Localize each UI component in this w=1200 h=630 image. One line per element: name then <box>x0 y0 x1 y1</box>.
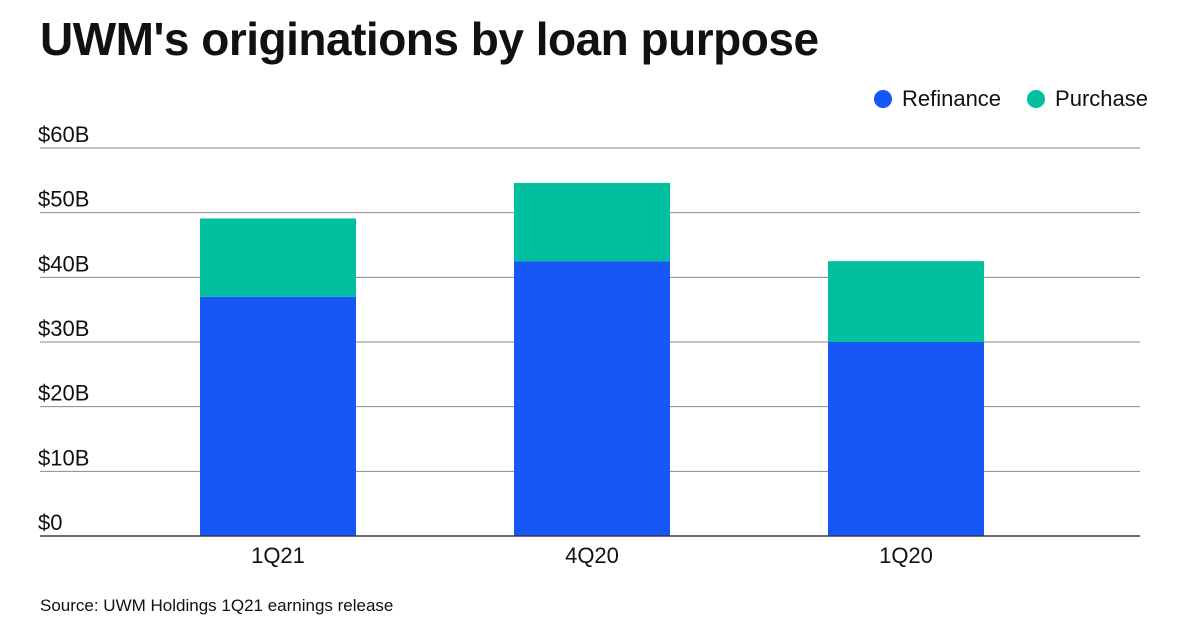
y-tick-label: $50B <box>38 187 89 212</box>
x-tick-label: 1Q20 <box>879 543 933 568</box>
y-tick-label: $10B <box>38 445 89 470</box>
legend: Refinance Purchase <box>873 86 1148 112</box>
bar-purchase-1q21 <box>200 218 356 297</box>
x-tick-label: 1Q21 <box>251 543 305 568</box>
bar-purchase-1q20 <box>828 261 984 342</box>
legend-swatch-refinance <box>873 90 892 108</box>
y-tick-label: $40B <box>38 251 89 276</box>
y-tick-label: $0 <box>38 510 62 535</box>
legend-label-refinance: Refinance <box>901 86 1002 111</box>
legend-item-refinance: Refinance <box>873 86 1002 112</box>
chart-title: UWM's originations by loan purpose <box>40 13 819 65</box>
source-note: Source: UWM Holdings 1Q21 earnings relea… <box>40 596 394 615</box>
x-tick-label: 4Q20 <box>565 543 619 568</box>
bar-refinance-1q20 <box>828 342 984 536</box>
y-tick-label: $30B <box>38 316 89 341</box>
bar-purchase-4q20 <box>514 182 670 262</box>
bar-refinance-4q20 <box>514 261 670 536</box>
legend-label-purchase: Purchase <box>1055 86 1148 111</box>
legend-swatch-purchase <box>1027 90 1046 108</box>
y-tick-label: $20B <box>38 381 89 406</box>
legend-item-purchase: Purchase <box>1027 86 1148 112</box>
bar-refinance-1q21 <box>200 296 356 536</box>
y-tick-label: $60B <box>38 122 89 147</box>
